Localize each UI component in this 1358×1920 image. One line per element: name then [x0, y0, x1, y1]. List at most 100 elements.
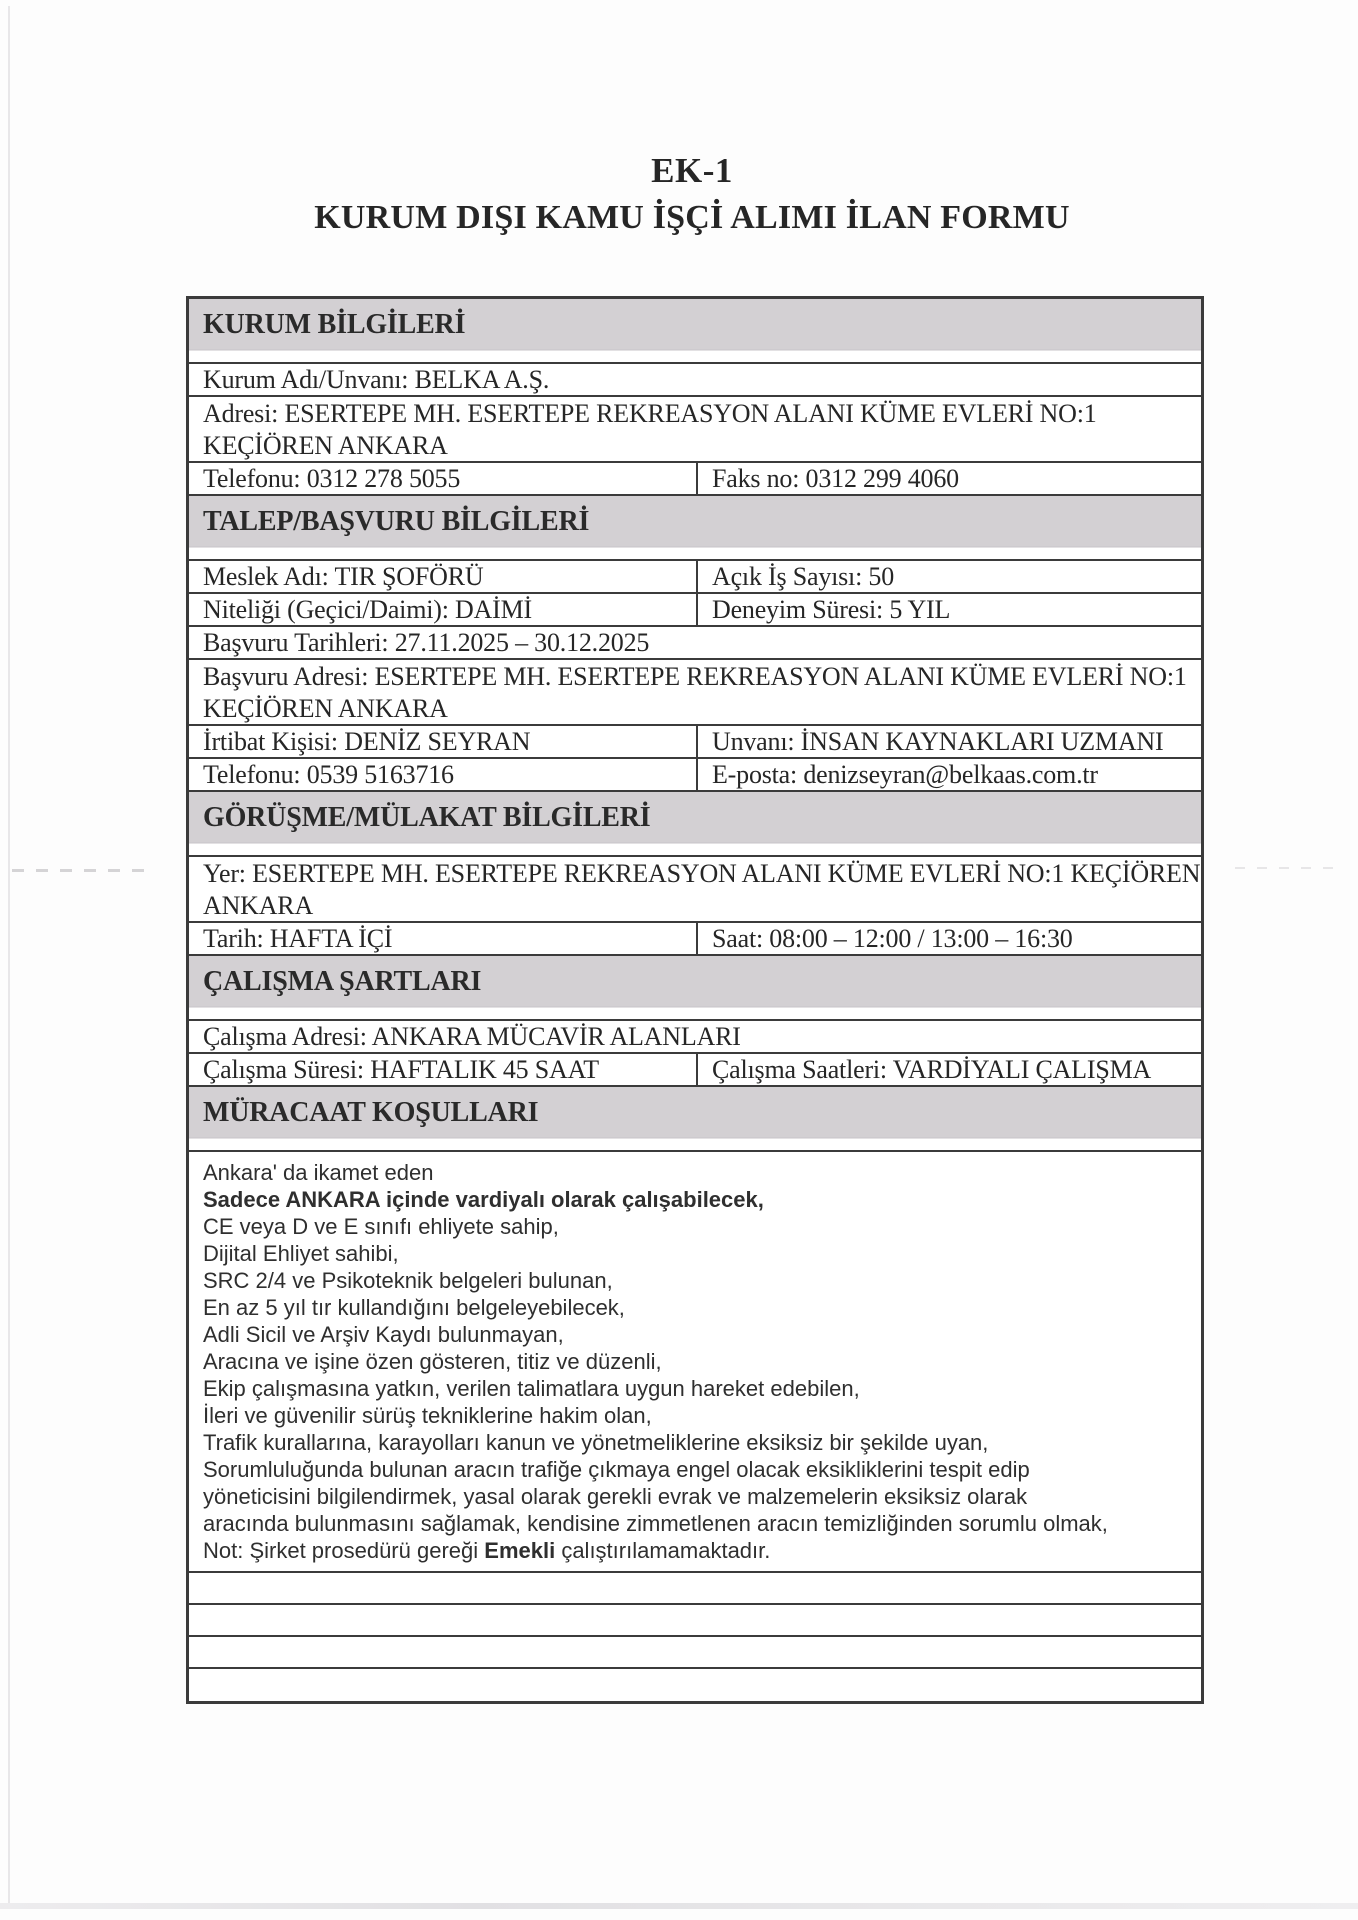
- empty-row: [189, 1573, 1201, 1605]
- field-text: Niteliği (Geçici/Daimi): DAİMİ: [203, 595, 533, 624]
- field-text: Açık İş Sayısı: 50: [712, 562, 895, 591]
- requirement-text: En az 5 yıl tır kullandığını belgeleyebi…: [203, 1295, 625, 1320]
- field-cell-right: Saat: 08:00 – 12:00 / 13:00 – 16:30: [698, 923, 1201, 954]
- requirement-line: aracında bulunmasını sağlamak, kendisine…: [203, 1510, 1187, 1537]
- field-cell-left: Çalışma Süresi: HAFTALIK 45 SAAT: [189, 1054, 698, 1085]
- field-text: Çalışma Adresi: ANKARA MÜCAVİR ALANLARI: [203, 1022, 741, 1051]
- requirement-text: Not: Şirket prosedürü gereği: [203, 1538, 485, 1563]
- field-row: Başvuru Tarihleri: 27.11.2025 – 30.12.20…: [189, 627, 1201, 660]
- field-text: E-posta: denizseyran@belkaas.com.tr: [712, 760, 1098, 789]
- requirement-text: çalıştırılamamaktadır.: [555, 1538, 771, 1563]
- requirement-line: Adli Sicil ve Arşiv Kaydı bulunmayan,: [203, 1321, 1187, 1348]
- requirement-line: İleri ve güvenilir sürüş tekniklerine ha…: [203, 1402, 1187, 1429]
- field-text: Deneyim Süresi: 5 YIL: [712, 595, 951, 624]
- field-cell-left: Niteliği (Geçici/Daimi): DAİMİ: [189, 594, 698, 625]
- field-cell-left: Telefonu: 0539 5163716: [189, 759, 698, 790]
- field-text: Çalışma Saatleri: VARDİYALI ÇALIŞMA: [712, 1055, 1152, 1084]
- field-row: Yer: ESERTEPE MH. ESERTEPE REKREASYON AL…: [189, 857, 1201, 923]
- requirement-text: Dijital Ehliyet sahibi,: [203, 1241, 399, 1266]
- requirement-text: CE veya D ve E sınıfı ehliyete sahip,: [203, 1214, 559, 1239]
- field-cell-right: Açık İş Sayısı: 50: [698, 561, 1201, 592]
- requirement-text: İleri ve güvenilir sürüş tekniklerine ha…: [203, 1403, 652, 1428]
- requirement-line: En az 5 yıl tır kullandığını belgeleyebi…: [203, 1294, 1187, 1321]
- requirement-line: Sorumluluğunda bulunan aracın trafiğe çı…: [203, 1456, 1187, 1483]
- section-header-row: ÇALIŞMA ŞARTLARI: [189, 956, 1201, 1021]
- requirement-text: Sorumluluğunda bulunan aracın trafiğe çı…: [203, 1457, 1030, 1482]
- field-cell-right: Faks no: 0312 299 4060: [698, 463, 1201, 494]
- section-header-row: GÖRÜŞME/MÜLAKAT BİLGİLERİ: [189, 792, 1201, 857]
- requirement-text: Aracına ve işine özen gösteren, titiz ve…: [203, 1349, 662, 1374]
- scan-edge-line: [8, 6, 10, 1904]
- field-text: Çalışma Süresi: HAFTALIK 45 SAAT: [203, 1055, 599, 1084]
- field-text: Saat: 08:00 – 12:00 / 13:00 – 16:30: [712, 924, 1073, 953]
- requirement-line: Dijital Ehliyet sahibi,: [203, 1240, 1187, 1267]
- field-text-line: ANKARA: [203, 891, 314, 920]
- field-text: Kurum Adı/Unvanı: BELKA A.Ş.: [203, 365, 550, 394]
- requirement-line: Not: Şirket prosedürü gereği Emekli çalı…: [203, 1537, 1187, 1564]
- field-row: Başvuru Adresi: ESERTEPE MH. ESERTEPE RE…: [189, 660, 1201, 726]
- field-text: Telefonu: 0539 5163716: [203, 760, 454, 789]
- field-cell-left: Meslek Adı: TIR ŞOFÖRÜ: [189, 561, 698, 592]
- field-cell-right: Unvanı: İNSAN KAYNAKLARI UZMANI: [698, 726, 1201, 757]
- requirement-line: Trafik kurallarına, karayolları kanun ve…: [203, 1429, 1187, 1456]
- requirement-text: Ekip çalışmasına yatkın, verilen talimat…: [203, 1376, 860, 1401]
- field-text-line: KEÇİÖREN ANKARA: [203, 694, 448, 723]
- section-header-label: MÜRACAAT KOŞULLARI: [203, 1097, 539, 1128]
- field-text: Başvuru Tarihleri: 27.11.2025 – 30.12.20…: [203, 628, 650, 657]
- scan-artifact-bottom-band: [0, 1903, 1358, 1909]
- field-cell-left: İrtibat Kişisi: DENİZ SEYRAN: [189, 726, 698, 757]
- job-announcement-form-table: KURUM BİLGİLERİ Kurum Adı/Unvanı: BELKA A…: [186, 296, 1204, 1704]
- field-cell-left: Tarih: HAFTA İÇİ: [189, 923, 698, 954]
- requirement-line: SRC 2/4 ve Psikoteknik belgeleri bulunan…: [203, 1267, 1187, 1294]
- field-text: Meslek Adı: TIR ŞOFÖRÜ: [203, 562, 484, 591]
- field-cell-right: E-posta: denizseyran@belkaas.com.tr: [698, 759, 1201, 790]
- field-text-line: KEÇİÖREN ANKARA: [203, 431, 448, 460]
- field-row: Adresi: ESERTEPE MH. ESERTEPE REKREASYON…: [189, 397, 1201, 463]
- requirement-line: Aracına ve işine özen gösteren, titiz ve…: [203, 1348, 1187, 1375]
- section-header-label: KURUM BİLGİLERİ: [203, 309, 466, 340]
- section-header-row: KURUM BİLGİLERİ: [189, 299, 1201, 364]
- scan-artifact-right-dashes: [1235, 867, 1345, 869]
- field-row: Çalışma Adresi: ANKARA MÜCAVİR ALANLARI: [189, 1021, 1201, 1054]
- requirement-line: CE veya D ve E sınıfı ehliyete sahip,: [203, 1213, 1187, 1240]
- field-text: İrtibat Kişisi: DENİZ SEYRAN: [203, 727, 531, 756]
- field-text-line: Yer: ESERTEPE MH. ESERTEPE REKREASYON AL…: [203, 859, 1201, 888]
- requirement-text: Ankara' da ikamet eden: [203, 1160, 434, 1185]
- field-cell-right: Çalışma Saatleri: VARDİYALI ÇALIŞMA: [698, 1054, 1201, 1085]
- field-cell-right: Deneyim Süresi: 5 YIL: [698, 594, 1201, 625]
- field-row: Tarih: HAFTA İÇİ Saat: 08:00 – 12:00 / 13…: [189, 923, 1201, 956]
- field-text: Faks no: 0312 299 4060: [712, 464, 959, 493]
- field-row: Kurum Adı/Unvanı: BELKA A.Ş.: [189, 364, 1201, 397]
- section-header-label: ÇALIŞMA ŞARTLARI: [203, 966, 482, 997]
- field-text: Telefonu: 0312 278 5055: [203, 464, 461, 493]
- document-title-block: EK-1 KURUM DIŞI KAMU İŞÇİ ALIMI İLAN FOR…: [186, 146, 1198, 241]
- requirement-text: Sadece ANKARA içinde vardiyalı olarak ça…: [203, 1187, 764, 1212]
- requirement-line: yöneticisini bilgilendirmek, yasal olara…: [203, 1483, 1187, 1510]
- requirement-text: yöneticisini bilgilendirmek, yasal olara…: [203, 1484, 1028, 1509]
- document-annex-label: EK-1: [651, 151, 733, 190]
- field-text-line: Adresi: ESERTEPE MH. ESERTEPE REKREASYON…: [203, 399, 1097, 428]
- field-text-line: Başvuru Adresi: ESERTEPE MH. ESERTEPE RE…: [203, 662, 1187, 691]
- empty-row: [189, 1637, 1201, 1669]
- requirement-text: Trafik kurallarına, karayolları kanun ve…: [203, 1430, 989, 1455]
- section-header-label: TALEP/BAŞVURU BİLGİLERİ: [203, 506, 590, 537]
- field-row: Telefonu: 0312 278 5055 Faks no: 0312 299…: [189, 463, 1201, 496]
- field-row: Telefonu: 0539 5163716 E-posta: denizseyr…: [189, 759, 1201, 792]
- empty-row: [189, 1669, 1201, 1701]
- requirement-text: Emekli: [484, 1538, 556, 1563]
- field-text: Unvanı: İNSAN KAYNAKLARI UZMANI: [712, 727, 1164, 756]
- requirement-line: Sadece ANKARA içinde vardiyalı olarak ça…: [203, 1186, 1187, 1213]
- document-title: KURUM DIŞI KAMU İŞÇİ ALIMI İLAN FORMU: [314, 199, 1070, 236]
- empty-row: [189, 1605, 1201, 1637]
- requirement-text: Adli Sicil ve Arşiv Kaydı bulunmayan,: [203, 1322, 564, 1347]
- section-header-row: TALEP/BAŞVURU BİLGİLERİ: [189, 496, 1201, 561]
- section-header-row: MÜRACAAT KOŞULLARI: [189, 1087, 1201, 1152]
- scan-artifact-left-dashes: [12, 869, 154, 872]
- field-row: Meslek Adı: TIR ŞOFÖRÜ Açık İş Sayısı: 50: [189, 561, 1201, 594]
- field-text: Tarih: HAFTA İÇİ: [203, 924, 393, 953]
- requirement-line: Ankara' da ikamet eden: [203, 1159, 1187, 1186]
- field-row: Niteliği (Geçici/Daimi): DAİMİ Deneyim Sü…: [189, 594, 1201, 627]
- section-header-label: GÖRÜŞME/MÜLAKAT BİLGİLERİ: [203, 802, 651, 833]
- field-cell-left: Telefonu: 0312 278 5055: [189, 463, 698, 494]
